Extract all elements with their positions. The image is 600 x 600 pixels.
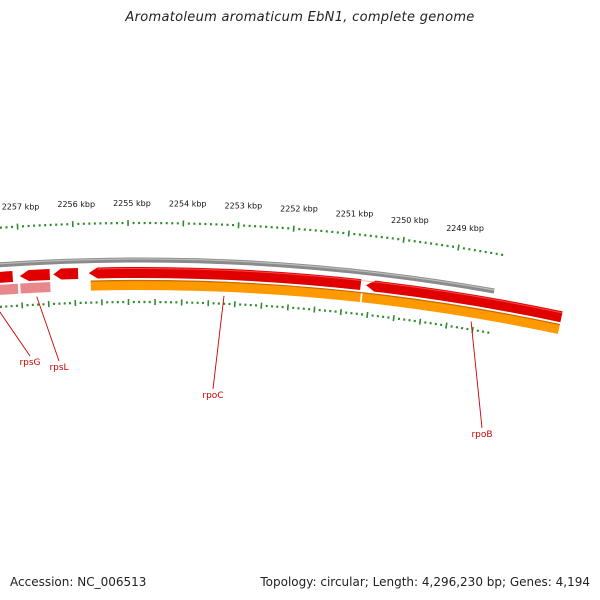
major-inner-tick: [366, 311, 369, 319]
rpsG-gene-arrow: [0, 271, 14, 283]
major-kbp-tick: [457, 244, 460, 251]
major-inner-tick: [313, 306, 316, 313]
rpsG-gene-label: rpsG: [19, 358, 40, 368]
rpoB-leader-line: [470, 321, 483, 429]
kbp-label: 2250 kbp: [391, 216, 429, 225]
rpsG-leader-line: [0, 311, 31, 357]
inner-tick-ruler: [0, 299, 490, 334]
major-kbp-tick: [402, 236, 405, 243]
kbp-label: 2257 kbp: [2, 203, 40, 212]
rpsG-gene-band: [0, 283, 19, 295]
kbp-label: 2253 kbp: [225, 201, 263, 210]
outer-kbp-ruler: 2257 kbp 2256 kbp 2255 kbp 2254 kbp 2253 kbp…: [0, 199, 504, 257]
kbp-label: 2254 kbp: [169, 199, 207, 208]
backbone-highlight: [0, 258, 495, 291]
gene-features: [0, 267, 563, 334]
rpoB-gene-band: [361, 292, 560, 334]
rpoC-gene-band: [90, 279, 361, 303]
major-inner-tick: [339, 309, 342, 316]
kbp-label: 2256 kbp: [57, 200, 95, 209]
rpoC-gene-label: rpoC: [202, 391, 223, 401]
major-inner-tick: [445, 322, 448, 329]
kbp-label: 2255 kbp: [113, 199, 151, 208]
major-inner-tick: [392, 315, 395, 322]
orange-band-edge: [90, 279, 561, 326]
gene-labels: rpsG rpsL rpoC rpoB: [0, 295, 493, 440]
major-kbp-tick: [347, 230, 350, 237]
genome-summary-label: Topology: circular; Length: 4,296,230 bp…: [260, 575, 590, 589]
red-arrow-highlight: [97, 268, 563, 314]
kbp-label: 2252 kbp: [280, 205, 318, 214]
rpoC-gene-arrow: [88, 267, 362, 291]
map-title: Aromatoleum aromaticum EbN1, complete ge…: [125, 10, 475, 25]
rpoB-gene-label: rpoB: [471, 430, 492, 440]
gene-arrow: [19, 269, 51, 282]
rpsL-leader-line: [36, 296, 60, 362]
rpoB-gene-arrow: [366, 280, 563, 323]
kbp-label: 2251 kbp: [336, 210, 374, 219]
major-inner-tick: [418, 318, 422, 325]
kbp-label: 2249 kbp: [446, 224, 484, 233]
genome-backbone: [0, 257, 495, 294]
rpsL-gene-arrow: [53, 267, 79, 280]
accession-label: Accession: NC_006513: [10, 575, 147, 589]
rpoC-leader-line: [212, 295, 225, 390]
rpsL-gene-band: [20, 282, 51, 294]
backbone-ring: [0, 257, 495, 294]
rpsL-gene-label: rpsL: [49, 363, 68, 373]
